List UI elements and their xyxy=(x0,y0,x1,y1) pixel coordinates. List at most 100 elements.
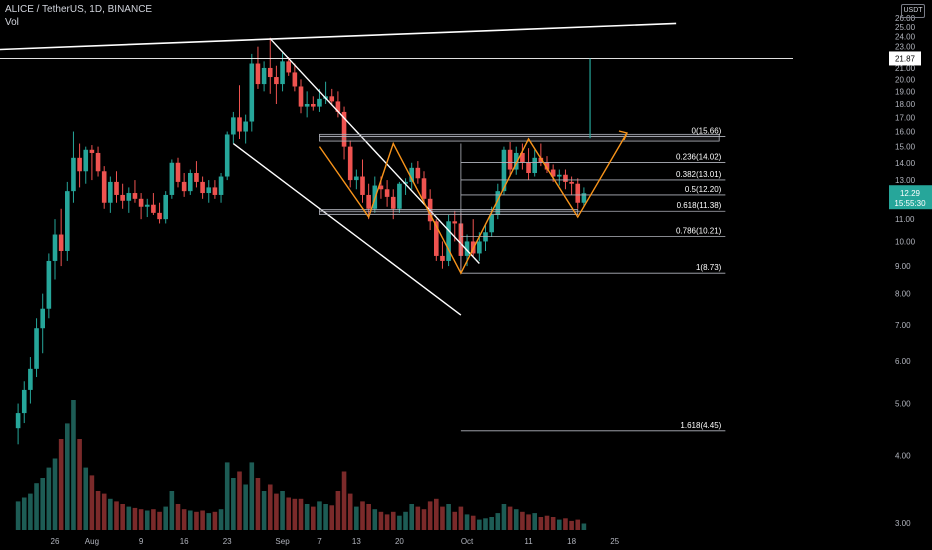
volume-bar xyxy=(304,504,310,530)
candle-body xyxy=(95,152,101,172)
price-axis[interactable] xyxy=(889,0,932,550)
candle-body xyxy=(501,149,507,192)
volume-bar xyxy=(335,491,341,530)
x-tick-label: Sep xyxy=(275,537,290,546)
volume-bar xyxy=(249,462,255,530)
currency-badge[interactable]: USDT xyxy=(901,4,925,18)
drawings[interactable]: 0(15.66) 0.236(14.02) 0.382(13.01) 0.5(12.2… xyxy=(0,22,793,432)
x-tick-label: Aug xyxy=(85,537,99,546)
volume-bar xyxy=(298,498,304,530)
x-tick-label: 11 xyxy=(524,537,533,546)
candle-body xyxy=(157,212,162,220)
volume-bar xyxy=(188,510,193,530)
volume-bar xyxy=(151,509,156,530)
volume-bar xyxy=(194,511,199,530)
volume-bar xyxy=(470,515,476,530)
volume-bar xyxy=(446,504,451,530)
wedge-upper-line xyxy=(269,38,480,264)
volume-bar xyxy=(89,475,95,530)
volume-bar xyxy=(569,520,574,530)
candle-body xyxy=(347,146,353,181)
candle-body xyxy=(452,221,458,224)
volume-bar xyxy=(341,471,347,530)
candle-body xyxy=(108,181,113,203)
x-tick-label: 23 xyxy=(223,537,232,546)
candle-body xyxy=(83,149,89,172)
candle-body xyxy=(335,101,341,112)
volume-bar xyxy=(434,498,439,530)
y-tick-label: 15.00 xyxy=(895,143,916,152)
volume-bar xyxy=(378,511,384,530)
candle-body xyxy=(329,96,335,102)
candle-body xyxy=(65,191,70,251)
volume-bar xyxy=(292,498,298,530)
candle-body xyxy=(267,67,273,78)
target-price-label: 21.87 xyxy=(895,54,916,63)
volume-bar xyxy=(206,513,212,530)
candle-body xyxy=(557,174,562,177)
volume-bar xyxy=(71,400,76,530)
y-tick-label: 10.00 xyxy=(895,237,916,246)
candle-body xyxy=(311,103,316,107)
volume-bar xyxy=(144,510,150,530)
x-tick-label: 26 xyxy=(51,537,60,546)
volume-bar xyxy=(563,518,568,530)
volume-bar xyxy=(58,439,64,530)
candle-body xyxy=(194,173,199,182)
volume-bar xyxy=(323,504,328,530)
candle-body xyxy=(421,178,427,199)
volume-bar xyxy=(212,511,218,530)
volume-bar xyxy=(243,484,248,530)
fib-level-label: 1(8.73) xyxy=(696,263,722,272)
volume-bar xyxy=(421,509,427,530)
volume-bar xyxy=(538,517,544,530)
volume-bar xyxy=(464,514,470,530)
candle-body xyxy=(581,193,587,203)
long-trendline xyxy=(0,22,677,51)
candle-body xyxy=(569,181,574,184)
candle-body xyxy=(397,183,402,209)
volume-bar xyxy=(495,513,501,530)
countdown-label: 15:55:30 xyxy=(894,199,926,208)
volume-bar xyxy=(267,484,273,530)
volume-bar xyxy=(286,497,291,530)
candle-body xyxy=(513,152,519,170)
candle-body xyxy=(532,157,537,174)
volume-bar xyxy=(458,506,464,530)
volume-bar xyxy=(489,517,494,530)
y-tick-label: 14.00 xyxy=(895,159,916,168)
fib-level-label: 0.618(11.38) xyxy=(677,201,722,210)
volume-bar xyxy=(520,511,525,530)
candle-body xyxy=(563,174,568,182)
candle-body xyxy=(126,193,132,201)
volume-bar xyxy=(557,519,562,530)
target-price-tag xyxy=(889,51,921,66)
fib-level-label: 1.618(4.45) xyxy=(680,421,721,430)
candle-body xyxy=(52,234,58,261)
candle-body xyxy=(231,117,236,135)
support-box xyxy=(319,209,579,215)
y-tick-label: 25.00 xyxy=(895,23,916,32)
volume-bar xyxy=(65,423,70,530)
candle-body xyxy=(298,86,304,107)
volume-bar xyxy=(440,506,445,530)
y-tick-label: 3.00 xyxy=(895,519,911,528)
volume-bar xyxy=(237,471,242,530)
volume-bar xyxy=(114,501,119,530)
volume-bar xyxy=(21,497,27,530)
candle-body xyxy=(218,176,224,195)
candle-body xyxy=(255,63,261,85)
x-tick-label: 20 xyxy=(395,537,404,546)
x-tick-label: 25 xyxy=(610,537,619,546)
y-tick-label: 24.00 xyxy=(895,33,916,42)
y-tick-label: 18.00 xyxy=(895,100,916,109)
volume-bar xyxy=(532,513,537,530)
y-tick-label: 7.00 xyxy=(895,321,911,330)
volume-bar xyxy=(138,509,144,530)
volume-bar xyxy=(550,517,556,530)
candle-body xyxy=(46,260,52,309)
x-tick-label: 9 xyxy=(139,537,144,546)
candle-body xyxy=(507,149,513,170)
